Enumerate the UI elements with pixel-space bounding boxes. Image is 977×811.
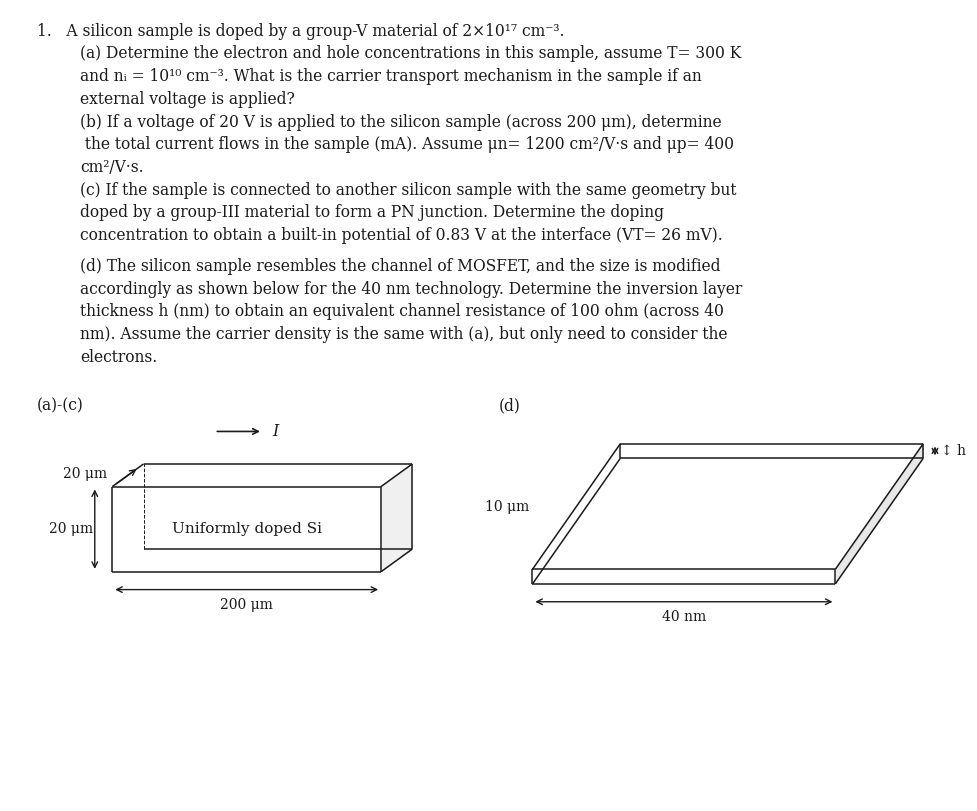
Text: ↕ h: ↕ h <box>941 444 966 458</box>
Polygon shape <box>112 464 412 487</box>
Text: doped by a group-III material to form a PN junction. Determine the doping: doped by a group-III material to form a … <box>80 204 664 221</box>
Text: (c) If the sample is connected to another silicon sample with the same geometry : (c) If the sample is connected to anothe… <box>80 182 737 199</box>
Text: (d) The silicon sample resembles the channel of MOSFET, and the size is modified: (d) The silicon sample resembles the cha… <box>80 258 721 275</box>
Text: (a)-(c): (a)-(c) <box>37 397 84 414</box>
Text: 1.   A silicon sample is doped by a group-V material of 2×10¹⁷ cm⁻³.: 1. A silicon sample is doped by a group-… <box>37 23 565 40</box>
Text: 40 nm: 40 nm <box>661 610 706 624</box>
Text: 10 μm: 10 μm <box>486 500 530 514</box>
Text: (b) If a voltage of 20 V is applied to the silicon sample (across 200 μm), deter: (b) If a voltage of 20 V is applied to t… <box>80 114 722 131</box>
Text: 200 μm: 200 μm <box>220 598 274 611</box>
Polygon shape <box>835 444 923 584</box>
Polygon shape <box>381 464 412 572</box>
Polygon shape <box>532 569 835 584</box>
Text: concentration to obtain a built-in potential of 0.83 V at the interface (VT= 26 : concentration to obtain a built-in poten… <box>80 227 723 244</box>
Text: the total current flows in the sample (mA). Assume μn= 1200 cm²/V·s and μp= 400: the total current flows in the sample (m… <box>80 136 734 153</box>
Text: cm²/V·s.: cm²/V·s. <box>80 159 144 176</box>
Polygon shape <box>532 458 923 569</box>
Text: electrons.: electrons. <box>80 349 157 366</box>
Text: and nᵢ = 10¹⁰ cm⁻³. What is the carrier transport mechanism in the sample if an: and nᵢ = 10¹⁰ cm⁻³. What is the carrier … <box>80 68 701 85</box>
Text: (d): (d) <box>498 397 520 414</box>
Text: accordingly as shown below for the 40 nm technology. Determine the inversion lay: accordingly as shown below for the 40 nm… <box>80 281 743 298</box>
Text: nm). Assume the carrier density is the same with (a), but only need to consider : nm). Assume the carrier density is the s… <box>80 326 728 343</box>
Polygon shape <box>112 487 381 572</box>
Text: 20 μm: 20 μm <box>64 467 107 481</box>
Text: Uniformly doped Si: Uniformly doped Si <box>172 522 321 536</box>
Text: thickness h (nm) to obtain an equivalent channel resistance of 100 ohm (across 4: thickness h (nm) to obtain an equivalent… <box>80 303 724 320</box>
Text: I: I <box>273 423 279 440</box>
Text: (a) Determine the electron and hole concentrations in this sample, assume T= 300: (a) Determine the electron and hole conc… <box>80 45 742 62</box>
Text: external voltage is applied?: external voltage is applied? <box>80 91 295 108</box>
Text: 20 μm: 20 μm <box>49 522 93 536</box>
